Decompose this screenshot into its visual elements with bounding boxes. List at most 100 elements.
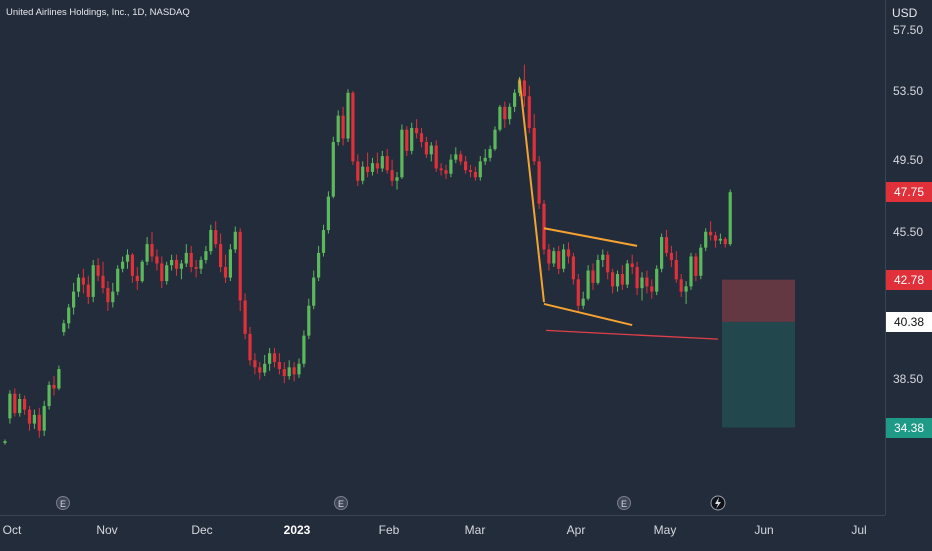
candle-body: [214, 230, 218, 245]
time-axis-tick: May: [653, 523, 677, 537]
candle-body: [165, 265, 169, 282]
candle-body: [189, 252, 193, 267]
candle-body: [366, 166, 370, 172]
time-axis-tick: Oct: [2, 523, 22, 537]
candle-body: [331, 142, 335, 197]
candle-body: [718, 238, 722, 241]
price-axis[interactable]: [885, 0, 932, 515]
candle-body: [395, 177, 399, 181]
candle-body: [121, 261, 125, 269]
time-axis-tick: Dec: [191, 523, 213, 537]
time-axis-tick: Jun: [754, 523, 774, 537]
candle-body: [204, 251, 208, 260]
time-axis[interactable]: [0, 515, 885, 551]
candle-body: [650, 286, 654, 292]
candle-body: [160, 263, 164, 282]
candle-body: [591, 270, 595, 283]
candle-body: [400, 129, 404, 178]
candle-body: [566, 249, 571, 257]
candle-body: [243, 300, 247, 334]
candle-body: [508, 106, 512, 120]
candle-body: [86, 284, 90, 297]
candle-body: [669, 252, 673, 260]
candle-body: [312, 277, 316, 306]
candle-body: [660, 237, 664, 269]
candle-body: [468, 170, 473, 172]
lightning-icon: [710, 495, 726, 511]
candle-body: [586, 270, 590, 299]
candle-body: [576, 279, 580, 306]
candle-body: [571, 256, 575, 280]
candle-body: [699, 247, 703, 276]
candle-body: [532, 127, 536, 162]
earnings-icon: E: [617, 496, 631, 510]
earnings-label: E: [60, 499, 66, 509]
candle-body: [52, 384, 56, 389]
candle-body: [302, 335, 306, 364]
candle-body: [630, 263, 634, 267]
candle-body: [106, 288, 110, 303]
candle-body: [326, 196, 330, 231]
candle-body: [336, 115, 340, 143]
candle-body: [390, 170, 394, 181]
candle-body: [625, 263, 629, 285]
candle-body: [454, 154, 458, 160]
candle-body: [272, 353, 277, 363]
candle-body: [3, 441, 7, 443]
chart-area[interactable]: E E E United Airlines Holdings, Inc., 1D, …: [0, 0, 885, 515]
candle-body: [513, 92, 517, 107]
candle-body: [356, 161, 360, 181]
candle-body: [542, 203, 546, 250]
candle-body: [694, 256, 698, 276]
candle-body: [503, 106, 507, 120]
candles-group: [3, 64, 732, 445]
candle-body: [219, 244, 223, 267]
candle-body: [478, 161, 482, 178]
candle-body: [498, 106, 502, 130]
time-axis-tick: Mar: [464, 523, 486, 537]
candle-body: [351, 92, 355, 162]
candle-body: [522, 80, 526, 97]
price-tag: 40.38: [886, 311, 932, 332]
candle-body: [611, 272, 615, 287]
time-axis-tick: Apr: [566, 523, 586, 537]
candle-body: [557, 251, 561, 269]
support-line: [545, 329, 719, 340]
candle-body: [307, 305, 311, 336]
candle-body: [125, 254, 130, 262]
candle-body: [410, 127, 414, 151]
candle-body: [81, 277, 85, 285]
candle-body: [47, 384, 51, 407]
candle-body: [42, 406, 46, 431]
time-axis-tick: Nov: [96, 523, 118, 537]
candle-body: [101, 275, 105, 289]
candle-body: [713, 235, 718, 241]
candle-body: [375, 163, 379, 169]
candle-body: [13, 393, 17, 414]
time-axis-tick: Feb: [378, 523, 400, 537]
candle-body: [645, 277, 649, 287]
candle-body: [488, 149, 492, 158]
candle-body: [209, 230, 213, 252]
currency-label: USD: [892, 6, 918, 20]
candle-body: [91, 265, 95, 297]
candle-body: [424, 142, 428, 155]
earnings-badge: [334, 496, 348, 510]
candle-body: [228, 249, 232, 278]
candle-body: [473, 171, 477, 178]
price-axis-tick: 53.50: [893, 84, 924, 98]
candle-body: [493, 129, 497, 150]
candle-body: [116, 268, 120, 292]
candle-body: [527, 96, 531, 128]
candle-body: [674, 259, 678, 280]
candle-body: [444, 170, 448, 174]
candle-body: [170, 259, 174, 266]
candle-body: [37, 414, 41, 431]
time-axis-tick: Jul: [851, 523, 867, 537]
candle-body: [155, 256, 159, 264]
candle-body: [321, 230, 326, 253]
price-axis-tick: 49.50: [893, 153, 924, 167]
earnings-label: E: [621, 499, 627, 509]
candle-body: [317, 252, 321, 278]
